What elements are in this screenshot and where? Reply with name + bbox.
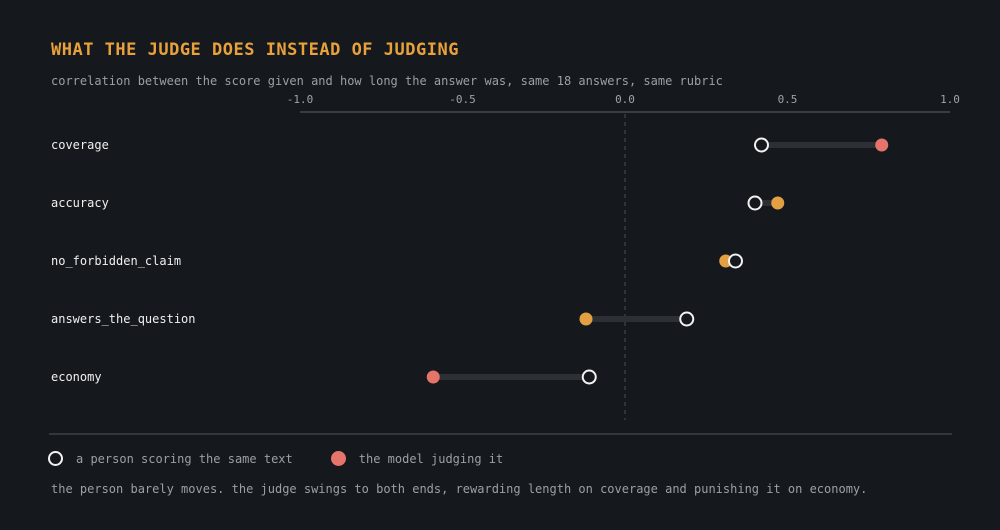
row-economy: economy: [51, 369, 597, 385]
person-point: [728, 253, 743, 269]
x-tick-label: 1.0: [940, 93, 960, 106]
legend-item-person: a person scoring the same text: [48, 451, 293, 466]
hollow-circle-icon: [48, 451, 63, 466]
row-no-forbidden-claim: no_forbidden_claim: [51, 253, 743, 269]
chart-title: WHAT THE JUDGE DOES INSTEAD OF JUDGING: [51, 40, 459, 60]
person-point: [581, 369, 597, 385]
row-label: economy: [51, 370, 102, 384]
row-label: no_forbidden_claim: [51, 254, 181, 268]
legend: a person scoring the same text the model…: [48, 451, 541, 466]
person-point: [679, 311, 695, 327]
row-coverage: coverage: [51, 137, 889, 153]
row-answers-the-question: answers_the_question: [51, 311, 695, 327]
filled-circle-icon: [330, 451, 346, 466]
legend-divider: [49, 433, 952, 435]
x-tick-label: 0.5: [778, 93, 798, 106]
row-layer: coverage accuracy no_forbidden_claimanswer…: [51, 137, 889, 385]
row-label: accuracy: [51, 196, 109, 210]
x-tick-label: -1.0: [287, 93, 314, 106]
person-point: [747, 195, 763, 211]
x-tick-label: -0.5: [449, 93, 476, 106]
legend-item-model: the model judging it: [330, 451, 504, 466]
person-point: [754, 137, 769, 153]
model-point: [579, 312, 593, 326]
legend-label-model: the model judging it: [358, 451, 504, 466]
row-accuracy: accuracy: [51, 195, 785, 211]
chart-subtitle: correlation between the score given and …: [51, 74, 723, 88]
dumbbell-chart: -1.0 -0.5 0.0 0.5 1.0 coverage accuracy no_for…: [51, 93, 960, 420]
model-point: [426, 370, 440, 384]
row-label: coverage: [51, 138, 109, 152]
chart-footnote: the person barely moves. the judge swing…: [51, 482, 868, 496]
tick-layer: -1.0 -0.5 0.0 0.5 1.0: [287, 93, 960, 106]
legend-label-person: a person scoring the same text: [76, 451, 293, 466]
x-tick-label: 0.0: [615, 93, 635, 106]
model-point: [875, 138, 889, 152]
row-label: answers_the_question: [51, 312, 196, 326]
model-point: [771, 196, 785, 210]
axis-layer: [300, 111, 950, 420]
